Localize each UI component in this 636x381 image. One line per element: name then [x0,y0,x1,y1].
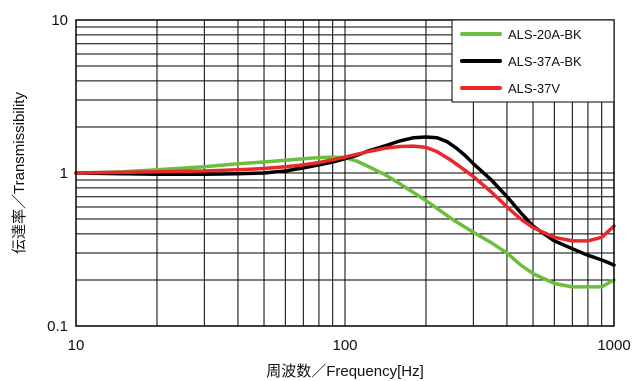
y-axis-label: 伝達率／Transmissibility [11,92,28,254]
series-line-1 [74,135,616,267]
tick-labels: 10 100 1000 10 1 0.1 [47,12,631,354]
series-line-2 [74,144,616,243]
plot-lines [74,135,616,289]
legend-label-0: ALS-20A-BK [508,27,582,42]
x-tick-label-2: 1000 [597,337,630,354]
legend-label-1: ALS-37A-BK [508,54,582,69]
y-tick-label-1: 1 [60,165,68,182]
y-tick-label-0: 10 [51,12,68,29]
x-tick-label-1: 100 [332,337,357,354]
legend-label-2: ALS-37V [508,81,560,96]
series-line-0 [74,155,616,289]
x-tick-label-0: 10 [68,337,85,354]
y-tick-label-2: 0.1 [47,318,68,335]
legend: ALS-20A-BK ALS-37A-BK ALS-37V [451,19,615,103]
x-axis-label: 周波数／Frequency[Hz] [266,363,424,380]
plot-frame [75,19,615,327]
